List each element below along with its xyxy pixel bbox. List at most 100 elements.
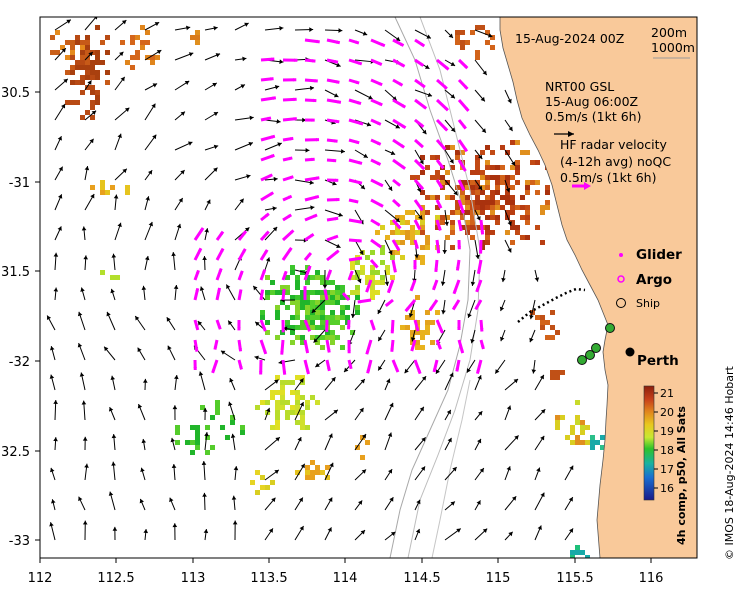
sst-pixel [485,180,490,185]
radar-current-arrow-head [463,147,467,152]
sst-pixel [300,395,305,400]
model-current-arrow-head [50,346,55,351]
model-current-arrow-head [539,374,544,380]
radar-current-arrow-head [313,214,318,218]
model-current-arrow-head [112,526,118,531]
radar-current-arrow-head [272,96,276,100]
model-current-arrow-head [110,375,116,381]
sst-pixel [515,205,520,210]
sst-pixel [450,165,455,170]
model-current-arrow-head [124,107,130,112]
sst-pixel [360,435,365,440]
model-current-arrow-head [117,222,122,228]
radar-current-arrow-head [444,106,448,111]
radar-current-arrow-head [347,350,351,354]
sst-pixel [295,395,300,400]
radar-current-arrow-head [398,82,403,86]
radar-current-arrow-head [238,289,243,293]
radar-current-arrow-head [441,145,446,150]
sst-pixel [285,415,290,420]
model-current-arrow-head [80,287,85,292]
radar-current-arrow-head [211,369,216,373]
model-current-arrow-head [390,150,396,156]
radar-scale-arrowhead-icon [584,182,591,190]
sst-pixel [310,460,315,465]
sst-pixel [90,70,95,75]
sst-pixel [70,70,75,75]
model-current-arrow-head [58,166,63,172]
sst-pixel [260,310,265,315]
sst-pixel [75,60,80,65]
sst-pixel [490,150,495,155]
radar-current-arrow-head [242,248,246,253]
sst-pixel [415,320,420,325]
model-current-arrow-head [213,112,219,117]
sst-pixel [470,225,475,230]
sst-pixel [430,155,435,160]
model-current-arrow-head [122,168,127,174]
radar-current-arrow-head [395,368,399,373]
radar-current-arrow-head [465,107,469,111]
sst-pixel [425,320,430,325]
sst-pixel [320,335,325,340]
radar-current-arrow-head [324,328,329,332]
sst-pixel [65,70,70,75]
model-current-arrow-head [143,529,149,534]
sst-pixel [290,270,295,275]
radar-current-arrow-head [238,366,243,370]
model-current-arrow-head [49,522,54,527]
model-current-arrow-head [61,48,66,53]
sst-pixel [75,80,80,85]
sst-pixel [480,210,485,215]
sst-pixel [345,315,350,320]
y-tick-label: -33 [9,534,30,549]
radar-current-arrow-head [237,327,241,331]
model-current-arrow-head [362,31,368,36]
sst-pixel [460,160,465,165]
model-current-arrow-head [141,285,147,290]
sst-pixel [50,50,55,55]
sst-pixel [540,325,545,330]
radar-current-arrow-head [337,100,341,104]
sst-pixel [95,55,100,60]
sst-pixel [450,220,455,225]
sst-pixel [275,425,280,430]
model-current-arrow-head [446,409,451,415]
sst-pixel [75,65,80,70]
model-current-arrow-head [139,498,144,504]
sst-pixel [275,420,280,425]
plot-frame [39,16,698,559]
model-current-arrow-head [57,136,62,141]
model-current-arrow-head [53,437,58,442]
radar-current-arrow-head [365,350,370,355]
sst-pixel [420,155,425,160]
sst-pixel [485,225,490,230]
model-current-arrow-head [135,316,140,321]
sst-pixel [315,290,320,295]
radar-current-arrow-head [417,370,421,374]
sst-pixel [155,55,160,60]
sst-pixel [330,340,335,345]
sst-pixel [300,410,305,415]
model-current-arrow-head [313,338,318,343]
model-current-arrow-head [477,375,482,380]
model-current-arrow-head [424,64,430,69]
radar-current-arrow-head [358,160,362,165]
sst-pixel [315,300,320,305]
sst-pixel [305,300,310,305]
sst-pixel [425,325,430,330]
sst-pixel [390,220,395,225]
sst-pixel [490,35,495,40]
sst-pixel [115,275,120,280]
sst-pixel [250,480,255,485]
model-current-arrow-head [274,469,279,475]
model-current-arrow-head [53,400,58,404]
sst-pixel [355,445,360,450]
sst-pixel [480,185,485,190]
sst-pixel [540,240,545,245]
sst-pixel [280,400,285,405]
sst-pixel [435,225,440,230]
model-current-arrow-head [272,206,277,211]
sst-pixel [470,235,475,240]
sst-pixel [290,410,295,415]
